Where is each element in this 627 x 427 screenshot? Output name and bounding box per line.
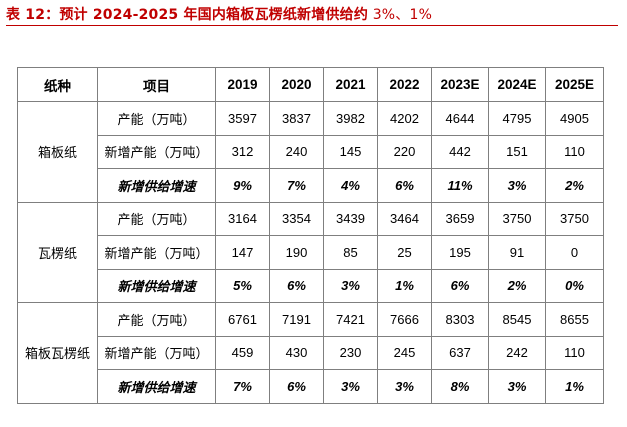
header-year: 2022 [377, 67, 432, 102]
row-item: 新增产能（万吨） [97, 235, 216, 270]
cell-value: 3982 [323, 101, 378, 136]
cell-value: 312 [215, 134, 270, 169]
header-item: 项目 [97, 67, 216, 102]
header-paper-type: 纸种 [17, 67, 98, 102]
header-year: 2021 [323, 67, 378, 102]
cell-value: 3659 [431, 201, 489, 236]
capacity-table: 纸种 项目 2019 2020 2021 2022 2023E 2024E 20… [17, 67, 604, 404]
cell-value: 3464 [377, 201, 432, 236]
cell-value: 7191 [269, 302, 324, 337]
group-label: 箱板瓦楞纸 [17, 302, 98, 404]
caption-label: 表 12：预计 2024-2025 年国内箱板瓦楞纸新增供给约 [6, 7, 369, 23]
cell-value: 3% [377, 369, 432, 404]
cell-value: 110 [545, 335, 604, 370]
header-year: 2020 [269, 67, 324, 102]
table-caption: 表 12：预计 2024-2025 年国内箱板瓦楞纸新增供给约 3%、1% [6, 4, 432, 24]
header-year: 2023E [431, 67, 489, 102]
cell-value: 110 [545, 134, 604, 169]
table-row: 新增供给增速 7% 6% 3% 3% 8% 3% 1% [18, 369, 604, 404]
cell-value: 2% [488, 268, 546, 303]
caption-divider [6, 25, 618, 26]
cell-value: 8545 [488, 302, 546, 337]
cell-value: 91 [488, 235, 546, 270]
cell-value: 245 [377, 335, 432, 370]
row-item: 新增供给增速 [97, 168, 216, 203]
cell-value: 430 [269, 335, 324, 370]
cell-value: 442 [431, 134, 489, 169]
cell-value: 6% [377, 168, 432, 203]
group-label: 瓦楞纸 [17, 201, 98, 303]
cell-value: 7666 [377, 302, 432, 337]
cell-value: 3354 [269, 201, 324, 236]
cell-value: 8303 [431, 302, 489, 337]
cell-value: 3750 [488, 201, 546, 236]
cell-value: 0 [545, 235, 604, 270]
row-item: 新增产能（万吨） [97, 134, 216, 169]
cell-value: 3% [323, 268, 378, 303]
cell-value: 7% [269, 168, 324, 203]
cell-value: 1% [377, 268, 432, 303]
group-label: 箱板纸 [17, 101, 98, 203]
cell-value: 6% [269, 268, 324, 303]
header-row: 纸种 项目 2019 2020 2021 2022 2023E 2024E 20… [17, 67, 604, 102]
row-item: 新增供给增速 [97, 369, 216, 404]
table-row: 新增产能（万吨） 147 190 85 25 195 91 0 [18, 235, 604, 270]
caption-suffix: 3%、1% [368, 7, 433, 23]
cell-value: 145 [323, 134, 378, 169]
cell-value: 242 [488, 335, 546, 370]
cell-value: 9% [215, 168, 270, 203]
cell-value: 6761 [215, 302, 270, 337]
cell-value: 459 [215, 335, 270, 370]
table-row: 瓦楞纸 产能（万吨） 3164 3354 3439 3464 3659 3750… [17, 201, 604, 303]
cell-value: 1% [545, 369, 604, 404]
cell-value: 637 [431, 335, 489, 370]
cell-value: 3% [488, 369, 546, 404]
table-row: 新增产能（万吨） 312 240 145 220 442 151 110 [18, 134, 604, 169]
cell-value: 7421 [323, 302, 378, 337]
cell-value: 190 [269, 235, 324, 270]
cell-value: 85 [323, 235, 378, 270]
row-item: 产能（万吨） [97, 101, 216, 136]
cell-value: 147 [215, 235, 270, 270]
table-row: 新增供给增速 9% 7% 4% 6% 11% 3% 2% [18, 168, 604, 203]
cell-value: 195 [431, 235, 489, 270]
cell-value: 4644 [431, 101, 489, 136]
cell-value: 230 [323, 335, 378, 370]
cell-value: 3% [488, 168, 546, 203]
header-year: 2024E [488, 67, 546, 102]
cell-value: 3% [323, 369, 378, 404]
cell-value: 4795 [488, 101, 546, 136]
cell-value: 7% [215, 369, 270, 404]
cell-value: 0% [545, 268, 604, 303]
cell-value: 151 [488, 134, 546, 169]
cell-value: 4% [323, 168, 378, 203]
cell-value: 4905 [545, 101, 604, 136]
cell-value: 3837 [269, 101, 324, 136]
cell-value: 3750 [545, 201, 604, 236]
row-item: 产能（万吨） [97, 201, 216, 236]
cell-value: 4202 [377, 101, 432, 136]
cell-value: 240 [269, 134, 324, 169]
row-item: 新增产能（万吨） [97, 335, 216, 370]
cell-value: 220 [377, 134, 432, 169]
table-row: 箱板瓦楞纸 产能（万吨） 6761 7191 7421 7666 8303 85… [17, 302, 604, 404]
cell-value: 3597 [215, 101, 270, 136]
cell-value: 11% [431, 168, 489, 203]
cell-value: 5% [215, 268, 270, 303]
table-row: 新增产能（万吨） 459 430 230 245 637 242 110 [18, 335, 604, 370]
cell-value: 6% [269, 369, 324, 404]
cell-value: 25 [377, 235, 432, 270]
table-row: 箱板纸 产能（万吨） 3597 3837 3982 4202 4644 4795… [17, 101, 604, 203]
cell-value: 6% [431, 268, 489, 303]
row-item: 产能（万吨） [97, 302, 216, 337]
table-row: 新增供给增速 5% 6% 3% 1% 6% 2% 0% [18, 268, 604, 303]
cell-value: 2% [545, 168, 604, 203]
cell-value: 8% [431, 369, 489, 404]
cell-value: 3164 [215, 201, 270, 236]
row-item: 新增供给增速 [97, 268, 216, 303]
header-year: 2025E [545, 67, 604, 102]
header-year: 2019 [215, 67, 270, 102]
cell-value: 3439 [323, 201, 378, 236]
cell-value: 8655 [545, 302, 604, 337]
